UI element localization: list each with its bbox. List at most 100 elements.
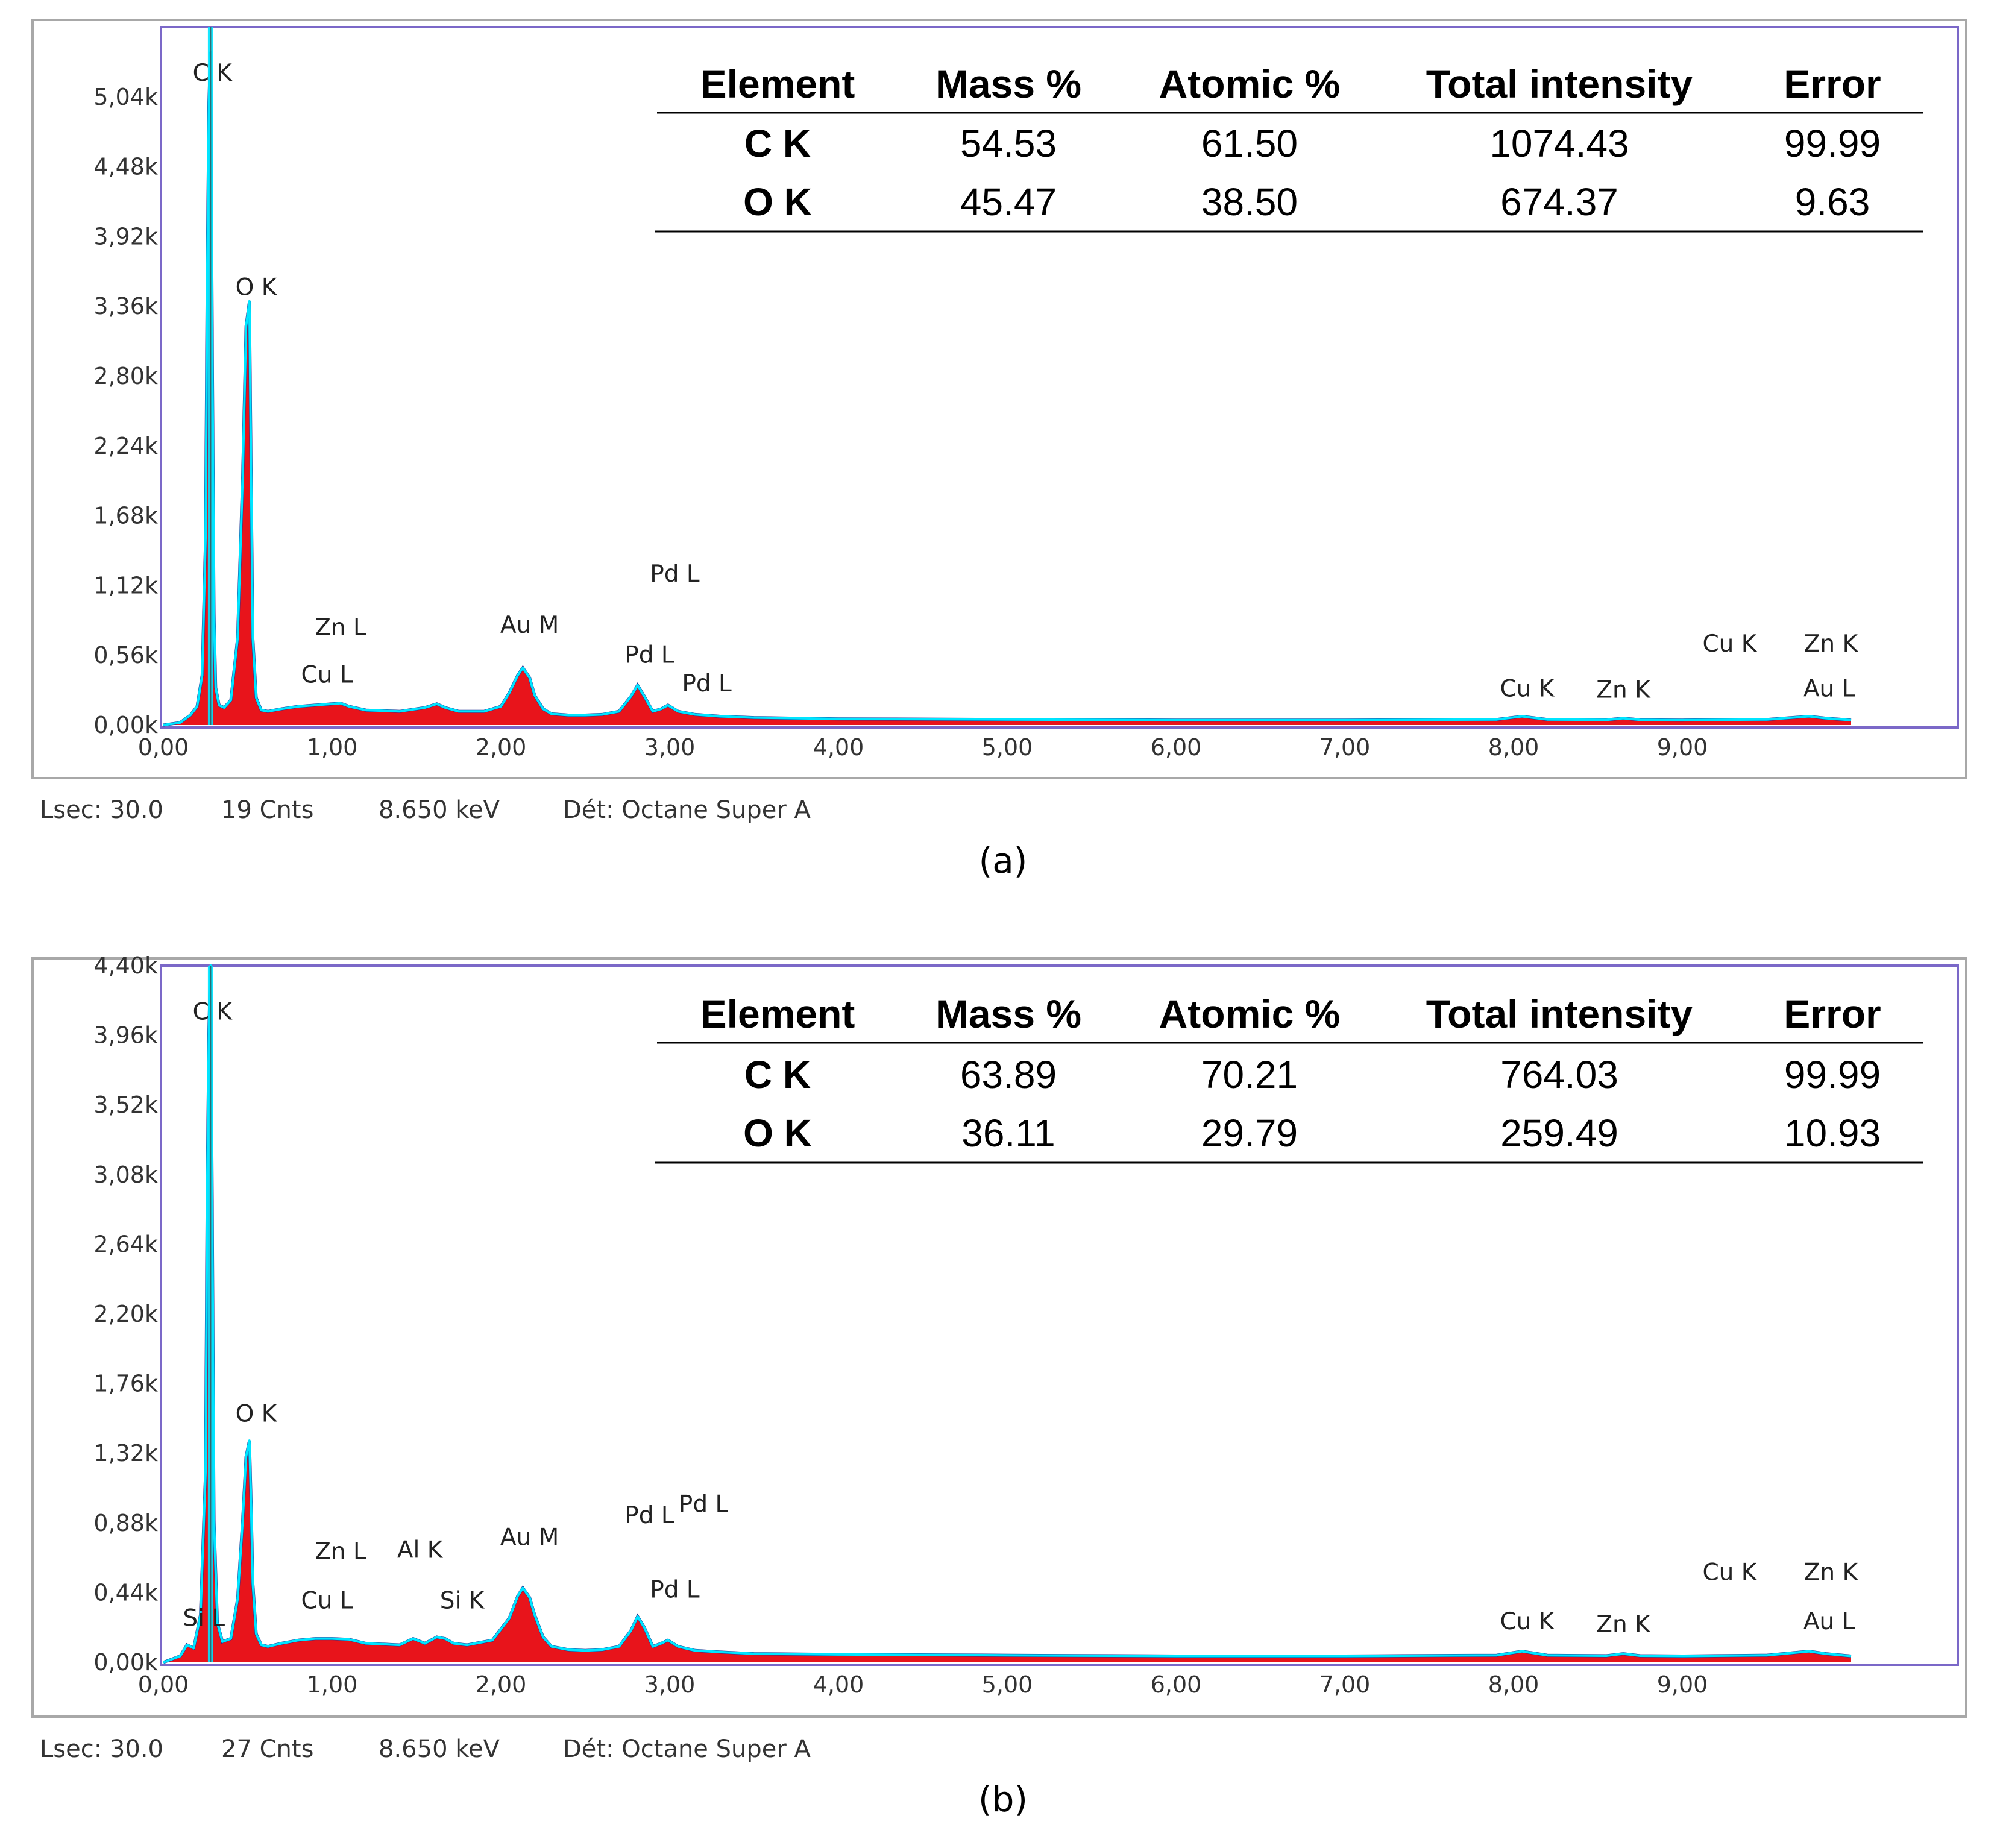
x-tick-label: 1,00	[307, 1671, 358, 1698]
table-header: Element	[700, 61, 855, 106]
table-cell: 45.47	[960, 180, 1057, 224]
x-tick-label: 4,00	[813, 1671, 864, 1698]
x-tick-label: 3,00	[644, 734, 696, 761]
status-detector: Dét: Octane Super A	[563, 796, 811, 824]
y-tick-label: 1,68k	[93, 503, 158, 529]
x-tick-label: 9,00	[1657, 734, 1708, 761]
panel-a: 0,00k 0,56k 1,12k 1,68k 2,24k 2,80k 3,36k 3,92k…	[31, 19, 1967, 881]
y-tick-label: 0,56k	[93, 642, 158, 668]
peak-label: Pd L	[650, 561, 700, 588]
peak-label: Zn K	[1804, 1559, 1859, 1586]
peak-label: O K	[236, 1401, 278, 1428]
peak-label: Zn L	[315, 614, 366, 641]
table-header: Atomic %	[1159, 992, 1341, 1036]
y-tick-label: 3,96k	[93, 1022, 158, 1049]
peak-label: Si L	[183, 1605, 225, 1632]
peak-label: Pd L	[650, 1576, 700, 1603]
spectrum-outline	[163, 964, 1852, 1664]
table-cell: 259.49	[1500, 1111, 1618, 1155]
panel-b-caption: (b)	[978, 1779, 1028, 1820]
panel-a-spectrum	[163, 27, 1852, 727]
y-tick-label: 1,12k	[93, 572, 158, 599]
x-tick-label: 4,00	[813, 734, 864, 761]
spectrum-outline	[163, 51, 1852, 726]
table-cell: C K	[744, 122, 811, 165]
y-tick-label: 3,36k	[93, 293, 158, 319]
table-header: Atomic %	[1159, 61, 1341, 106]
peak-label: Cu K	[1500, 1608, 1555, 1635]
y-tick-label: 2,80k	[93, 363, 158, 389]
table-cell: 63.89	[960, 1053, 1057, 1096]
x-tick-label: 8,00	[1488, 734, 1539, 761]
peak-label: Zn L	[315, 1538, 366, 1565]
status-live-time: Lsec: 30.0	[40, 796, 163, 824]
peak-label: C K	[193, 998, 233, 1025]
table-header: Total intensity	[1426, 61, 1693, 106]
x-tick-label: 6,00	[1151, 1671, 1202, 1698]
x-tick-label: 5,00	[982, 1671, 1033, 1698]
panel-a-status-bar: Lsec: 30.0 19 Cnts 8.650 keV Dét: Octane…	[40, 796, 811, 824]
y-tick-label: 2,64k	[93, 1231, 158, 1257]
status-detector: Dét: Octane Super A	[563, 1735, 811, 1763]
table-header: Error	[1784, 61, 1881, 106]
peak-label: Au M	[500, 612, 559, 639]
status-counts: 27 Cnts	[221, 1735, 313, 1763]
panel-b-y-axis: 0,00k 0,44k 0,88k 1,32k 1,76k 2,20k 2,64k 3,08k…	[93, 952, 158, 1676]
y-tick-label: 0,00k	[93, 1649, 158, 1676]
x-tick-label: 7,00	[1319, 734, 1371, 761]
panel-a-peak-labels: C K O K Zn L Cu L Au M Pd L Pd L Pd L Cu K Zn K Cu…	[193, 60, 1859, 704]
table-cell: 54.53	[960, 122, 1057, 165]
x-tick-label: 8,00	[1488, 1671, 1539, 1698]
peak-label: Pd L	[679, 1491, 729, 1518]
table-cell: 70.21	[1201, 1053, 1298, 1096]
table-cell: C K	[744, 1053, 811, 1096]
panel-a-plot-area	[160, 26, 1959, 729]
peak-label: Pd L	[624, 642, 674, 669]
y-tick-label: 2,20k	[93, 1301, 158, 1327]
panel-b-x-axis: 0,00 1,00 2,00 3,00 4,00 5,00 6,00 7,00 8,00 9,00	[138, 1671, 1708, 1698]
peak-label: Cu L	[301, 662, 353, 689]
table-header: Total intensity	[1426, 992, 1693, 1036]
status-energy: 8.650 keV	[379, 796, 500, 824]
peak-label: Cu K	[1702, 1559, 1757, 1586]
panel-a-caption: (a)	[979, 840, 1028, 881]
status-live-time: Lsec: 30.0	[40, 1735, 163, 1763]
y-tick-label: 0,44k	[93, 1579, 158, 1606]
panel-a-x-axis: 0,00 1,00 2,00 3,00 4,00 5,00 6,00 7,00 8,00 9,00	[138, 734, 1708, 761]
x-tick-label: 2,00	[476, 734, 527, 761]
status-energy: 8.650 keV	[379, 1735, 500, 1763]
peak-label: Au M	[500, 1524, 559, 1551]
panel-b: 0,00k 0,44k 0,88k 1,32k 1,76k 2,20k 2,64k 3,08k…	[31, 952, 1967, 1820]
status-counts: 19 Cnts	[221, 796, 313, 824]
x-tick-label: 0,00	[138, 1671, 189, 1698]
table-cell: 10.93	[1784, 1111, 1881, 1155]
peak-label: Cu L	[301, 1588, 353, 1615]
table-cell: 9.63	[1795, 180, 1870, 224]
table-cell: 674.37	[1500, 180, 1618, 224]
y-tick-label: 5,04k	[93, 84, 158, 110]
y-tick-label: 3,52k	[93, 1092, 158, 1118]
y-tick-label: 0,00k	[93, 712, 158, 738]
peak-label: Au L	[1803, 1608, 1855, 1635]
table-cell: 29.79	[1201, 1111, 1298, 1155]
table-cell: O K	[743, 1111, 812, 1155]
panel-b-results-table: Element Mass % Atomic % Total intensity …	[655, 992, 1923, 1164]
y-tick-label: 3,08k	[93, 1161, 158, 1188]
panel-a-results-table: Element Mass % Atomic % Total intensity …	[655, 61, 1923, 233]
table-cell: 38.50	[1201, 180, 1298, 224]
panel-b-status-bar: Lsec: 30.0 27 Cnts 8.650 keV Dét: Octane…	[40, 1735, 811, 1763]
x-tick-label: 7,00	[1319, 1671, 1371, 1698]
peak-label: O K	[236, 274, 278, 301]
peak-label: Pd L	[682, 670, 732, 697]
y-tick-label: 4,48k	[93, 154, 158, 180]
x-tick-label: 1,00	[307, 734, 358, 761]
panel-b-peak-labels: C KO KZn L Al K Au MPd L Pd LCu L Si K Pd LSi…	[183, 998, 1858, 1638]
table-header: Element	[700, 992, 855, 1036]
table-cell: 99.99	[1784, 1053, 1881, 1096]
x-tick-label: 3,00	[644, 1671, 696, 1698]
panel-b-spectrum	[163, 964, 1852, 1664]
table-cell: 99.99	[1784, 122, 1881, 165]
x-tick-label: 5,00	[982, 734, 1033, 761]
peak-label: Pd L	[624, 1502, 674, 1529]
